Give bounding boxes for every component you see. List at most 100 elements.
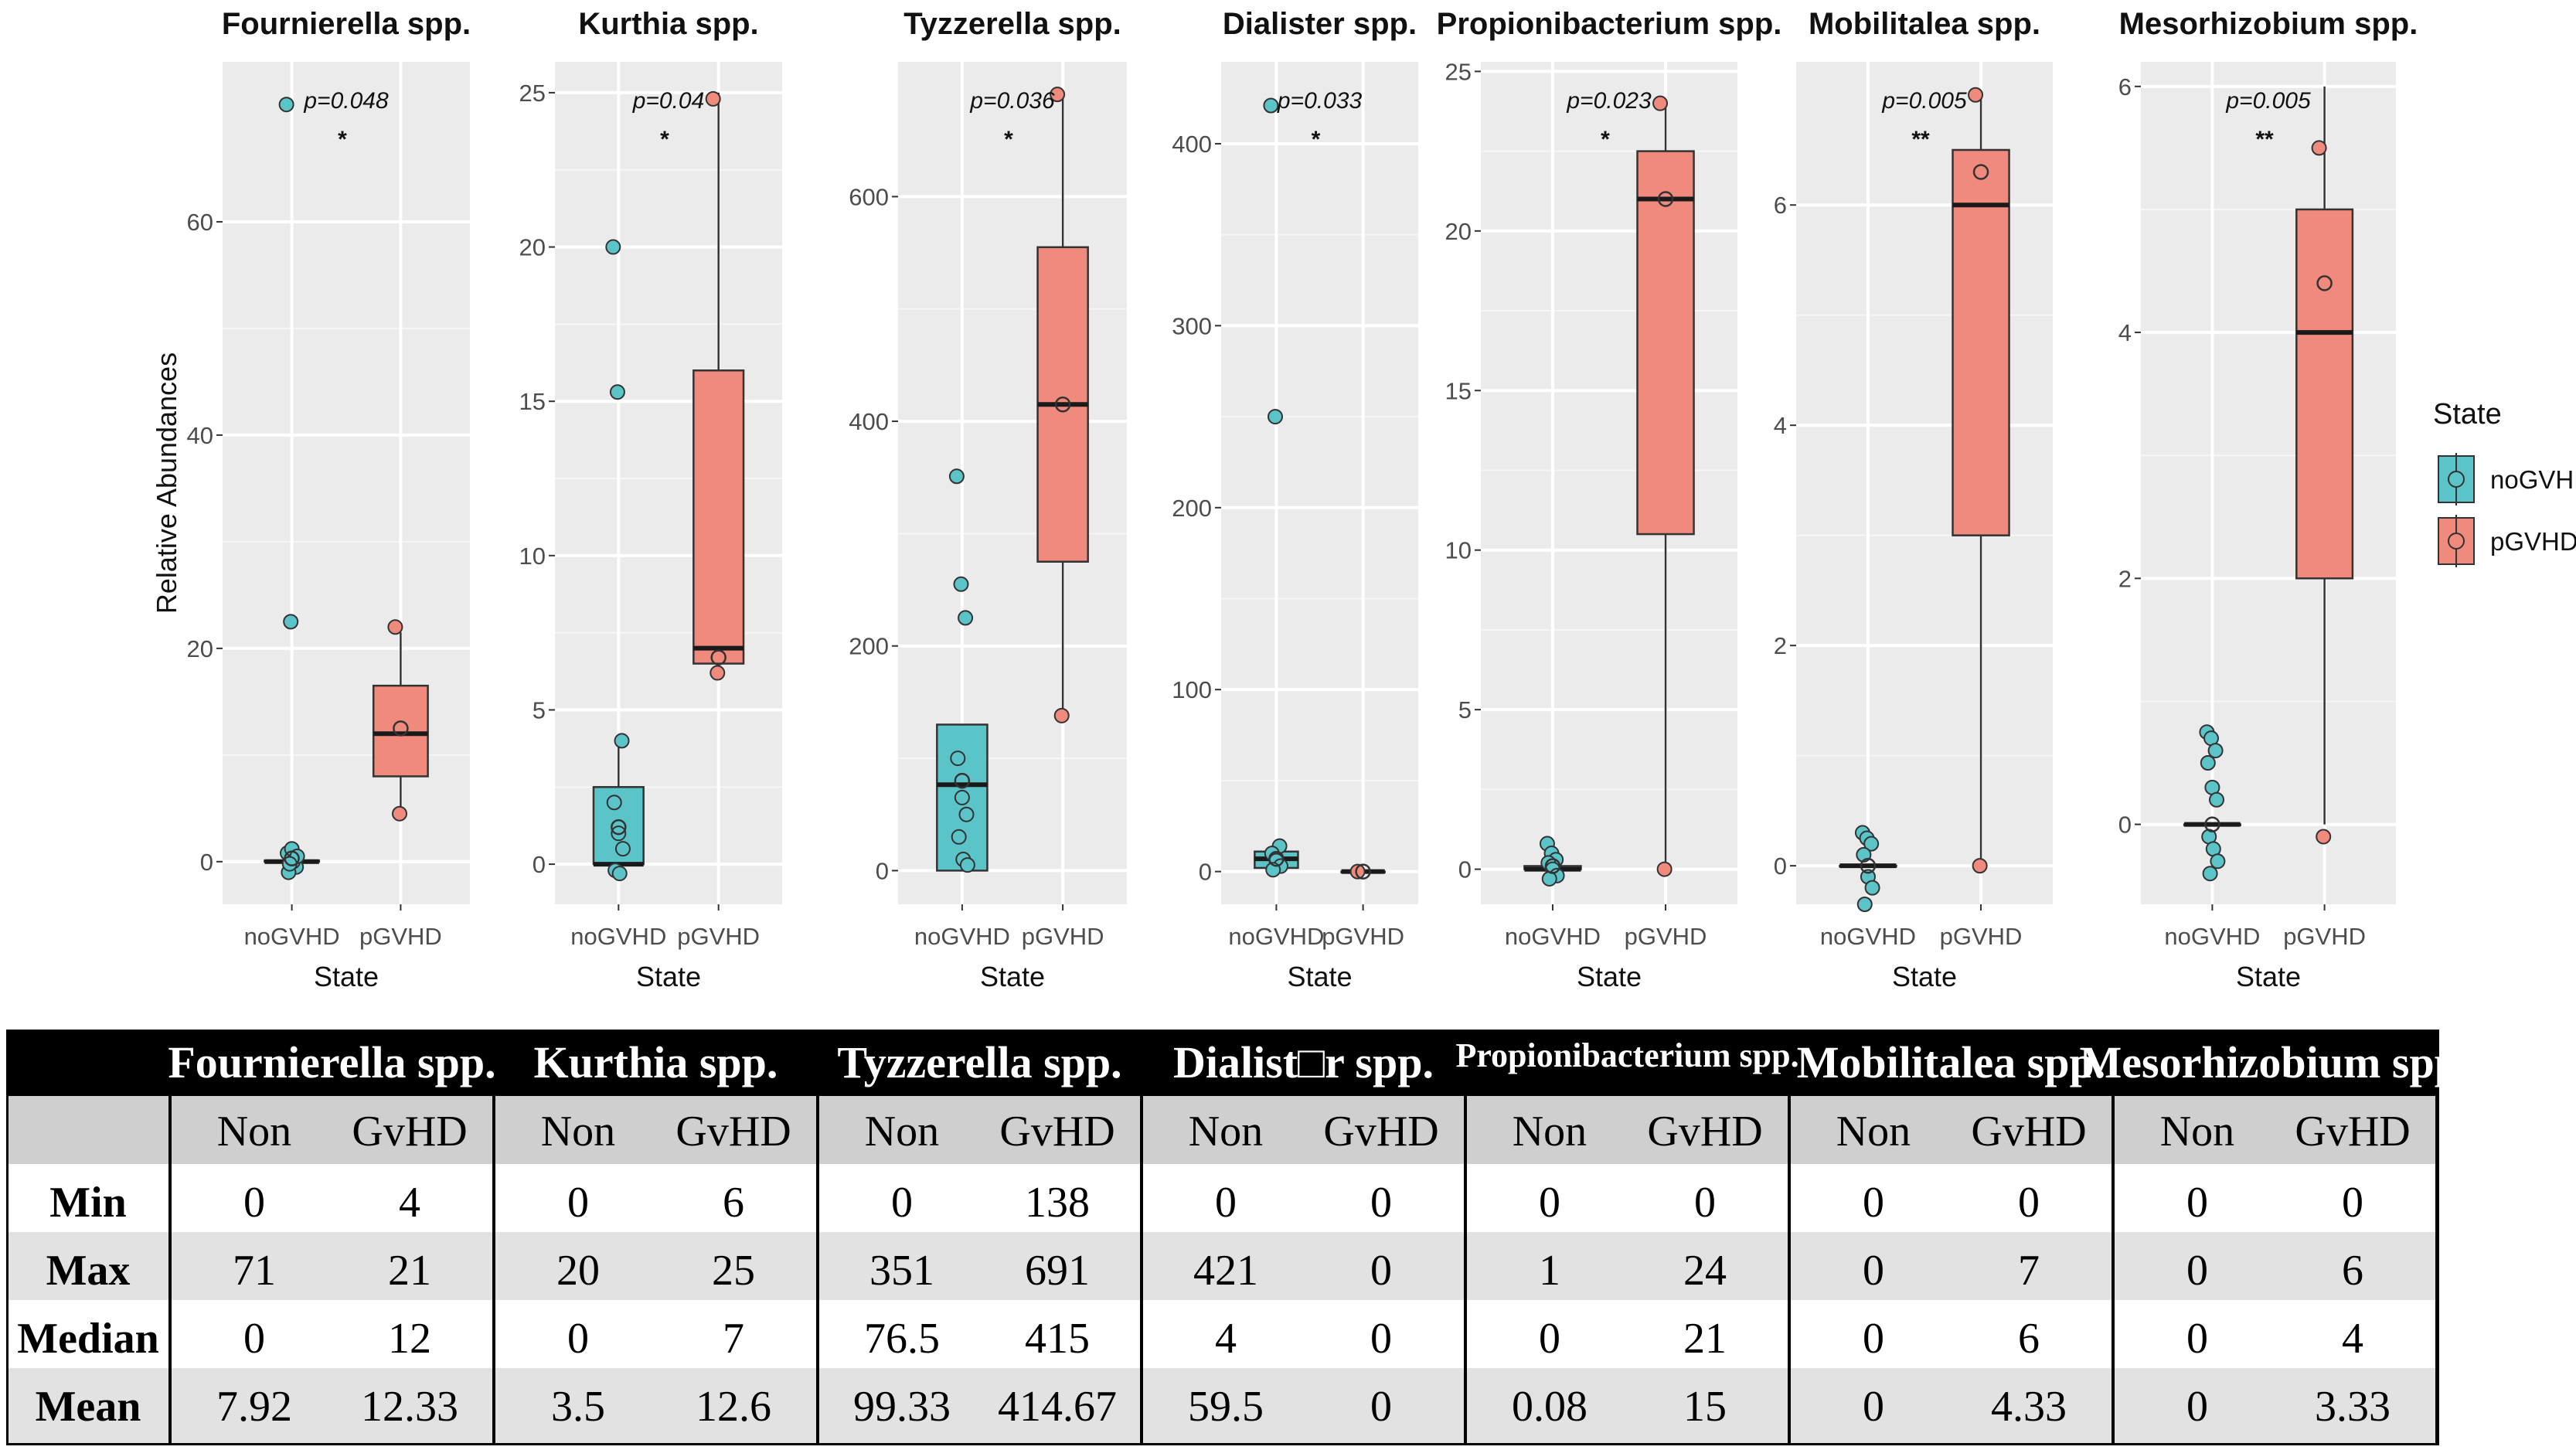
y-tick-label: 20 [1445, 218, 1472, 245]
box-pGVHD [1952, 148, 2010, 536]
data-point [614, 733, 630, 749]
x-tick-label: pGVHD [359, 923, 442, 950]
table-cell: 4 [2342, 1315, 2363, 1363]
data-point [2210, 853, 2226, 870]
group-subheader: Non [1189, 1108, 1263, 1156]
box-pGVHD [2295, 208, 2354, 580]
significance-stars: * [1601, 127, 1610, 152]
panel-background [223, 62, 470, 904]
data-point [948, 468, 965, 485]
x-axis-label: State [636, 961, 701, 992]
mean-marker [1268, 850, 1285, 867]
x-axis-label: State [1287, 961, 1352, 992]
data-point [609, 384, 625, 400]
table-cell: 0 [243, 1315, 265, 1363]
y-tick-label: 200 [1172, 495, 1212, 522]
panel-background [1481, 62, 1737, 904]
table-cell: 71 [233, 1247, 276, 1295]
box-pGVHD [372, 684, 429, 778]
significance-stars: * [338, 127, 347, 152]
y-tick-label: 400 [849, 408, 889, 435]
p-value-label: p=0.036 [969, 88, 1055, 114]
mean-marker [710, 649, 727, 665]
x-axis-label: State [314, 961, 379, 992]
y-tick-label: 0 [1774, 853, 1787, 880]
data-point [1972, 858, 1988, 874]
data-point [1864, 880, 1880, 896]
mean-marker [1972, 164, 1989, 180]
data-point [958, 610, 974, 626]
mean-marker [2204, 816, 2220, 832]
table-cell: 6 [2342, 1247, 2363, 1295]
legend-label-noGVHD: noGVHD [2490, 465, 2576, 494]
x-tick-label: noGVHD [1820, 923, 1916, 950]
panel-2: 0 5 10 15 20 25 Kurthia spp. noGVHD pGVHD p=0.04 *… [519, 7, 782, 992]
data-point [951, 829, 967, 845]
y-tick-label: 0 [200, 849, 213, 876]
data-point [2202, 866, 2218, 882]
x-axis-label: State [1892, 961, 1957, 992]
table-cell: 0 [243, 1179, 265, 1227]
table-cell: 0 [1863, 1247, 1884, 1295]
table-cell: 0 [1370, 1179, 1392, 1227]
panel-1: 0 20 40 60 Fournierella spp. noGVHD pGVHD p=0.0… [187, 7, 471, 992]
table-cell: 4 [399, 1179, 420, 1227]
data-point [1968, 87, 1984, 103]
x-tick-label: noGVHD [914, 923, 1010, 950]
data-point [2207, 743, 2224, 759]
y-tick-label: 2 [1774, 632, 1787, 659]
x-tick-label: pGVHD [1022, 923, 1104, 950]
data-point [958, 806, 975, 822]
x-tick-label: noGVHD [570, 923, 666, 950]
y-tick-label: 5 [533, 696, 546, 723]
table-cell: 0 [567, 1179, 589, 1227]
y-tick-label: 5 [1458, 696, 1472, 723]
table-cell: 0 [2186, 1383, 2208, 1431]
table-cell: 20 [556, 1247, 600, 1295]
table-cell: 7 [2018, 1247, 2040, 1295]
mean-marker [611, 819, 627, 836]
significance-stars: * [1312, 127, 1321, 152]
table-cell: 12.33 [361, 1383, 458, 1431]
group-subheader: Non [541, 1108, 615, 1156]
y-tick-label: 0 [533, 851, 546, 878]
significance-stars: * [1004, 127, 1013, 152]
table-cell: 4.33 [1991, 1383, 2067, 1431]
p-value-label: p=0.033 [1277, 88, 1363, 114]
table-cell: 138 [1025, 1179, 1090, 1227]
group-subheader: GvHD [352, 1108, 467, 1156]
species-header: Tyzzerella spp. [837, 1037, 1121, 1088]
y-tick-label: 0 [876, 857, 889, 884]
table-cell: 0 [2018, 1179, 2040, 1227]
y-tick-label: 600 [849, 183, 889, 210]
data-point [1541, 870, 1557, 887]
legend-label-pGVHD: pGVHD [2490, 527, 2576, 556]
data-point [611, 866, 628, 882]
row-label: Min [49, 1179, 127, 1227]
data-point [2200, 755, 2216, 771]
mean-marker [1860, 857, 1877, 874]
group-subheader: GvHD [1647, 1108, 1762, 1156]
x-axis-label: State [2236, 961, 2301, 992]
group-subheader: Non [1836, 1108, 1911, 1156]
y-tick-label: 60 [187, 209, 213, 236]
table-cell: 0 [891, 1179, 913, 1227]
panel-background [2141, 62, 2396, 904]
y-tick-label: 15 [1445, 377, 1472, 404]
legend: State noGVHD pGVHD [2433, 398, 2576, 567]
p-value-label: p=0.048 [303, 88, 389, 114]
y-tick-label: 200 [849, 633, 889, 660]
panel-title: Fournierella spp. [222, 7, 471, 41]
summary-table: Fournierella spp. Non GvHD Kurthia spp. Non G… [6, 1030, 2439, 1445]
table-cell: 6 [2018, 1315, 2040, 1363]
y-tick-label: 4 [2118, 319, 2132, 346]
table-cell: 0 [1370, 1247, 1392, 1295]
table-cell: 24 [1683, 1247, 1727, 1295]
table-row-background [6, 1030, 2439, 1096]
p-value-label: p=0.005 [2225, 88, 2311, 114]
table-cell: 21 [1683, 1315, 1727, 1363]
legend-key-point [2448, 471, 2465, 488]
table-cell: 59.5 [1188, 1383, 1264, 1431]
species-header: Propionibacterium spp. [1455, 1036, 1798, 1074]
